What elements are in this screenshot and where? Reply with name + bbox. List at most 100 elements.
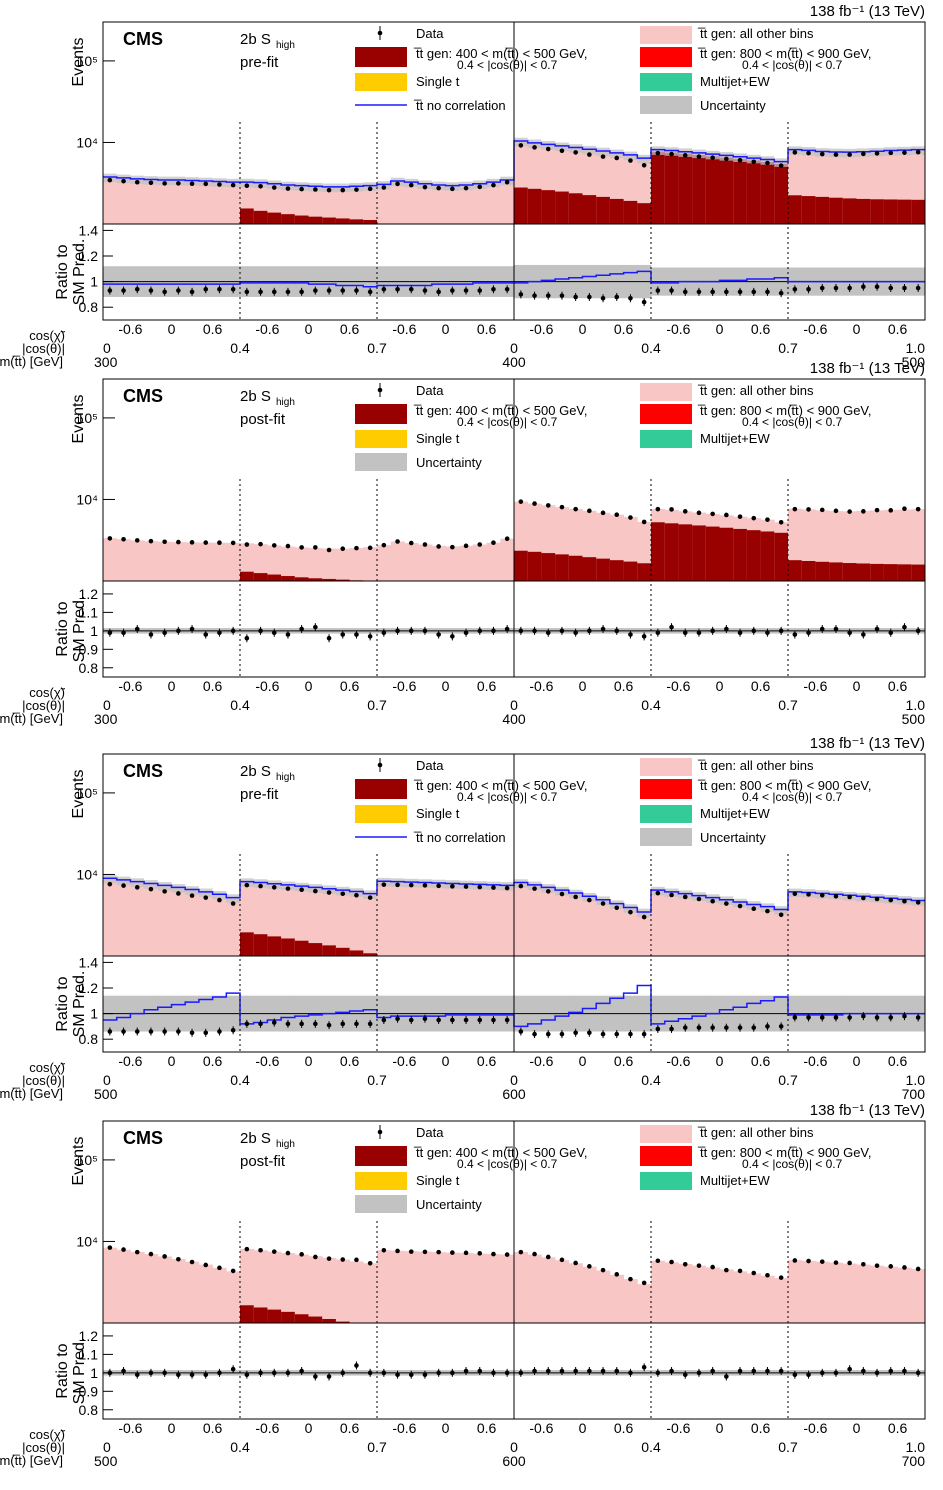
- ratio-data-point: [203, 1372, 209, 1377]
- bar-ttbar-other: [294, 886, 309, 956]
- ratio-data-point: [765, 289, 770, 295]
- legend-ttbar-other-swatch: [640, 383, 692, 401]
- bar-ttbar-other: [144, 884, 159, 956]
- data-point: [641, 519, 647, 525]
- unc-band: [212, 890, 227, 900]
- bar-ttbar-other: [692, 896, 707, 956]
- legend-uncertainty-text: Uncertainty: [700, 830, 766, 845]
- data-point: [696, 154, 702, 159]
- ratio-y-tick-label: 0.8: [79, 1031, 99, 1047]
- panel-2: 138 fb⁻¹ (13 TeV) 10⁴ 10⁵ 0.8 0.9 1 1.1 1.2 Even…: [0, 360, 926, 727]
- bar-ttbar-highlight: [527, 188, 542, 224]
- bar-ttbar-highlight: [651, 151, 666, 224]
- ratio-data-point: [203, 1030, 209, 1036]
- legend-ttbar-other-text: t̅t gen: all other bins: [698, 26, 814, 41]
- cos-chi-tick-label: 0: [305, 1420, 313, 1436]
- unc-band: [157, 882, 172, 891]
- lumi-label: 138 fb⁻¹ (13 TeV): [810, 3, 925, 20]
- ratio-data-point: [299, 626, 304, 632]
- data-point: [874, 896, 880, 902]
- ratio-y-tick-label: 1.2: [79, 1328, 99, 1344]
- bar-ttbar-other: [774, 910, 789, 956]
- unc-band: [294, 182, 309, 191]
- ratio-data-point: [463, 630, 469, 635]
- ratio-data-point: [258, 1021, 263, 1027]
- bar-ttbar-other: [472, 1253, 487, 1323]
- mass-edge-label: 400: [502, 354, 526, 370]
- data-point: [559, 891, 565, 897]
- cos-chi-tick-label: 0: [853, 321, 861, 337]
- ratio-data-point: [258, 1370, 263, 1376]
- bar-ttbar-highlight: [335, 1321, 350, 1323]
- data-point: [641, 1280, 647, 1286]
- data-point: [587, 508, 592, 514]
- ratio-data-point: [436, 632, 441, 637]
- legend-multijet-swatch: [640, 73, 692, 91]
- bar-ttbar-highlight: [555, 554, 570, 581]
- cos-chi-tick-label: -0.6: [118, 1420, 142, 1436]
- cos-chi-tick-label: -0.6: [666, 1420, 690, 1436]
- cos-chi-tick-label: 0: [305, 1053, 313, 1069]
- ratio-data-point: [806, 1372, 811, 1377]
- cos-chi-tick-label: 0.6: [888, 1420, 908, 1436]
- ratio-data-point: [491, 1370, 496, 1376]
- data-point: [258, 1247, 263, 1253]
- ratio-data-point: [902, 285, 907, 291]
- bar-ttbar-highlight: [651, 522, 666, 581]
- bar-ttbar-highlight: [349, 950, 364, 956]
- bar-ttbar-other: [774, 1278, 789, 1323]
- bar-ttbar-other: [678, 894, 693, 956]
- bar-ttbar-highlight: [911, 199, 926, 224]
- legend-ttbar-400-500-text: 0.4 < |cos(θ)| < 0.7: [457, 1157, 558, 1171]
- data-point: [436, 185, 441, 191]
- bar-ttbar-other: [829, 1262, 844, 1323]
- bar-ttbar-highlight: [240, 932, 255, 956]
- legend-ttbar-800-900-swatch: [640, 1146, 692, 1166]
- bar-ttbar-highlight: [870, 563, 885, 581]
- ratio-data-point: [436, 1370, 441, 1376]
- bar-ttbar-highlight: [664, 523, 679, 581]
- ratio-axis-label: Ratio to: [54, 601, 71, 656]
- cos-chi-tick-label: -0.6: [118, 1053, 142, 1069]
- ratio-data-point: [902, 1013, 907, 1019]
- costheta-row-label: |cos(θ)|: [22, 1073, 65, 1088]
- ratio-data-point: [532, 293, 537, 298]
- bar-ttbar-highlight: [582, 557, 597, 581]
- data-point: [299, 186, 304, 192]
- data-point: [271, 885, 277, 890]
- bar-ttbar-other: [856, 510, 871, 581]
- ratio-data-point: [285, 1021, 291, 1027]
- bar-ttbar-other: [596, 900, 611, 956]
- category-sub-label: high: [276, 1139, 295, 1150]
- legend-ttbar-400-500-text: t̅t gen: 400 < m(t̅t) < 500 GeV,: [414, 46, 588, 61]
- data-point: [381, 1247, 387, 1253]
- ratio-data-point: [641, 299, 647, 305]
- bar-ttbar-other: [281, 885, 296, 956]
- unc-band: [746, 901, 761, 910]
- data-point: [107, 536, 113, 541]
- data-point: [806, 150, 811, 156]
- bar-ttbar-other: [390, 181, 405, 224]
- bar-ttbar-other: [445, 546, 460, 581]
- ratio-data-point: [299, 289, 304, 295]
- ratio-data-point: [176, 288, 181, 293]
- ratio-y-tick-label: 0.8: [79, 1402, 99, 1418]
- ratio-data-point: [737, 1025, 743, 1030]
- data-point: [258, 883, 263, 889]
- ratio-data-point: [176, 1372, 181, 1377]
- bar-ttbar-highlight: [308, 943, 323, 956]
- ratio-data-point: [340, 288, 346, 293]
- bar-ttbar-other: [486, 885, 501, 956]
- data-point: [888, 150, 894, 156]
- ratio-data-point: [614, 628, 620, 634]
- ratio-data-point: [463, 1017, 469, 1023]
- cos-chi-tick-label: -0.6: [803, 1053, 827, 1069]
- bar-ttbar-other: [788, 1260, 803, 1323]
- ratio-axis-label: SM Pred.: [71, 239, 88, 306]
- data-point: [778, 519, 784, 525]
- ratio-data-point: [888, 285, 894, 291]
- bar-ttbar-other: [705, 1267, 720, 1323]
- data-point: [395, 882, 400, 888]
- data-point: [408, 1249, 414, 1254]
- ratio-data-point: [271, 289, 277, 295]
